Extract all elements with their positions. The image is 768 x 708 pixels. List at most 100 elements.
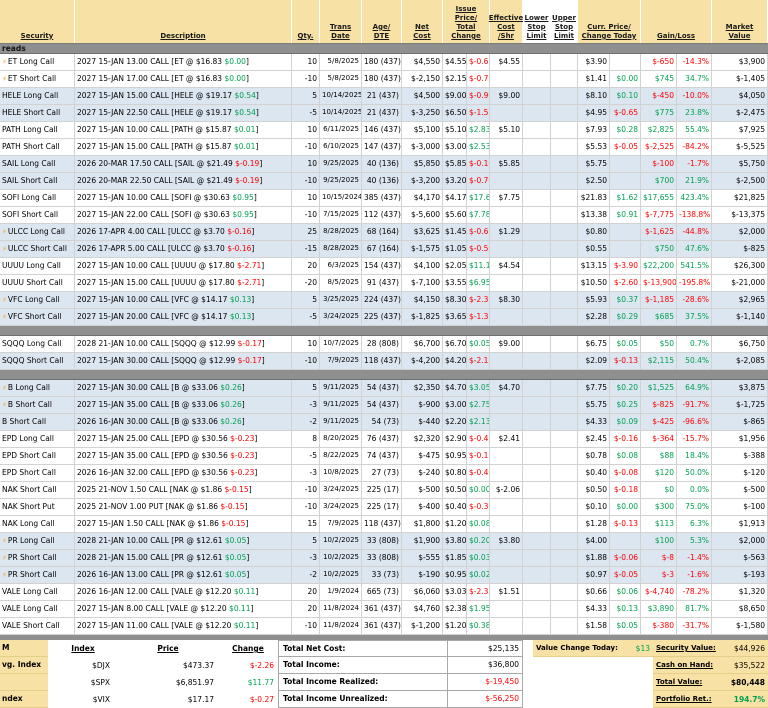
cell-issue[interactable]: $6.50	[443, 105, 467, 122]
cell-up[interactable]	[551, 353, 578, 370]
cell-desc[interactable]: 2027 15-JAN 10.00 CALL [UUUU @ $17.80 $-…	[75, 258, 292, 275]
cell-mv[interactable]: $3,900	[712, 54, 768, 71]
cell-date[interactable]: 5/8/2025	[320, 71, 362, 88]
footer-label[interactable]: vg. Index	[0, 657, 48, 674]
cell-net[interactable]: $4,100	[402, 258, 443, 275]
cell-tchg[interactable]: $2.53	[467, 139, 490, 156]
cell-qty[interactable]: -10	[292, 173, 320, 190]
cell-eff[interactable]: $5.10	[490, 122, 523, 139]
cell-age[interactable]: 67 (164)	[362, 241, 402, 258]
cell-mv[interactable]: $1,956	[712, 431, 768, 448]
cell-eff[interactable]	[490, 309, 523, 326]
cell-eff[interactable]	[490, 414, 523, 431]
cell-lo[interactable]	[523, 448, 551, 465]
cell-sec[interactable]: SAIL Long Call	[0, 156, 75, 173]
cell-issue[interactable]: $1.20	[443, 516, 467, 533]
cell-issue[interactable]: $3.80	[443, 533, 467, 550]
cell-desc[interactable]: 2026 20-MAR 17.50 CALL [SAIL @ $21.49 $-…	[75, 156, 292, 173]
cell-desc[interactable]: 2027 15-JAN 10.00 CALL [VFC @ $14.17 $0.…	[75, 292, 292, 309]
cell-qty[interactable]: 20	[292, 601, 320, 618]
cell-age[interactable]: 33 (808)	[362, 533, 402, 550]
cell-up[interactable]	[551, 71, 578, 88]
cell-qty[interactable]: 8	[292, 431, 320, 448]
cell-sec[interactable]: SOFI Long Call	[0, 190, 75, 207]
cell-curr[interactable]: $1.88	[578, 550, 610, 567]
cell-gain[interactable]: $22,200	[641, 258, 677, 275]
cell-pct[interactable]: -14.3%	[677, 54, 712, 71]
cell-pct[interactable]: -84.2%	[677, 139, 712, 156]
cell-issue[interactable]: $5.10	[443, 122, 467, 139]
col-header-gain-loss[interactable]: Gain/Loss	[641, 0, 712, 43]
cell-issue[interactable]: $0.95	[443, 448, 467, 465]
cell-gain[interactable]: $17,655	[641, 190, 677, 207]
cell-age[interactable]: 224 (437)	[362, 292, 402, 309]
cell-eff[interactable]: $5.85	[490, 156, 523, 173]
cell-date[interactable]: 3/25/2025	[320, 292, 362, 309]
cell-tchg[interactable]: $0.03	[467, 550, 490, 567]
cell-mv[interactable]: $-1,580	[712, 618, 768, 635]
cell-age[interactable]: 118 (437)	[362, 353, 402, 370]
cell-qty[interactable]: 5	[292, 533, 320, 550]
cell-issue[interactable]: $2.05	[443, 258, 467, 275]
cell-lo[interactable]	[523, 156, 551, 173]
cell-qty[interactable]: -10	[292, 353, 320, 370]
cell-up[interactable]	[551, 550, 578, 567]
cell-pct[interactable]: -10.0%	[677, 88, 712, 105]
cell-age[interactable]: 21 (437)	[362, 105, 402, 122]
cell-net[interactable]: $-2,150	[402, 71, 443, 88]
index-change[interactable]: $-0.27	[249, 695, 274, 704]
cell-issue[interactable]: $0.50	[443, 482, 467, 499]
cell-pct[interactable]: 423.4%	[677, 190, 712, 207]
cell-net[interactable]: $-5,600	[402, 207, 443, 224]
cell-curr[interactable]: $8.10	[578, 88, 610, 105]
cell-age[interactable]: 68 (164)	[362, 224, 402, 241]
cell-issue[interactable]: $3.03	[443, 584, 467, 601]
cell-date[interactable]: 7/9/2025	[320, 516, 362, 533]
cell-tchg[interactable]: $0.00	[467, 482, 490, 499]
cell-pct[interactable]: 18.4%	[677, 448, 712, 465]
cell-mv[interactable]: $-193	[712, 567, 768, 584]
cell-age[interactable]: 180 (437)	[362, 71, 402, 88]
cell-up[interactable]	[551, 258, 578, 275]
cell-eff[interactable]: $1.51	[490, 584, 523, 601]
cell-gain[interactable]: $-380	[641, 618, 677, 635]
cell-pct[interactable]: 64.9%	[677, 380, 712, 397]
cell-mv[interactable]: $1,320	[712, 584, 768, 601]
cell-lo[interactable]	[523, 241, 551, 258]
cell-mv[interactable]: $26,300	[712, 258, 768, 275]
cell-gain[interactable]: $-364	[641, 431, 677, 448]
cell-age[interactable]: 361 (437)	[362, 618, 402, 635]
cell-dchg[interactable]: $0.20	[610, 380, 641, 397]
cell-lo[interactable]	[523, 516, 551, 533]
cell-date[interactable]: 8/28/2025	[320, 224, 362, 241]
cell-net[interactable]: $1,900	[402, 533, 443, 550]
cell-curr[interactable]: $13.38	[578, 207, 610, 224]
cell-age[interactable]: 33 (808)	[362, 550, 402, 567]
cell-lo[interactable]	[523, 414, 551, 431]
index-change[interactable]: $-2.26	[249, 661, 274, 670]
cell-tchg[interactable]: $11.10	[467, 258, 490, 275]
cell-lo[interactable]	[523, 397, 551, 414]
cell-desc[interactable]: 2026 16-JAN 30.00 CALL [B @ $33.06 $0.26…	[75, 414, 292, 431]
cell-desc[interactable]: 2027 15-JAN 17.00 CALL [ET @ $16.83 $0.0…	[75, 71, 292, 88]
cell-mv[interactable]: $21,825	[712, 190, 768, 207]
cell-dchg[interactable]: $-0.05	[610, 139, 641, 156]
cell-dchg[interactable]: $0.06	[610, 584, 641, 601]
cell-mv[interactable]: $-563	[712, 550, 768, 567]
cell-net[interactable]: $-475	[402, 448, 443, 465]
cash-on-hand-value[interactable]: $35,522	[733, 660, 765, 670]
cell-desc[interactable]: 2028 21-JAN 10.00 CALL [PR @ $12.61 $0.0…	[75, 533, 292, 550]
cell-gain[interactable]: $-100	[641, 156, 677, 173]
cell-tchg[interactable]: $0.08	[467, 516, 490, 533]
cell-date[interactable]: 10/14/2025	[320, 105, 362, 122]
cell-curr[interactable]: $5.75	[578, 397, 610, 414]
cell-qty[interactable]: 10	[292, 156, 320, 173]
cell-eff[interactable]: $2.41	[490, 431, 523, 448]
cell-tchg[interactable]: $-1.55	[467, 105, 490, 122]
cell-qty[interactable]: -2	[292, 414, 320, 431]
cell-lo[interactable]	[523, 584, 551, 601]
cell-desc[interactable]: 2027 15-JAN 15.00 CALL [UUUU @ $17.80 $-…	[75, 275, 292, 292]
cell-tchg[interactable]: $-0.70	[467, 173, 490, 190]
cell-mv[interactable]: $6,750	[712, 336, 768, 353]
cell-eff[interactable]	[490, 448, 523, 465]
